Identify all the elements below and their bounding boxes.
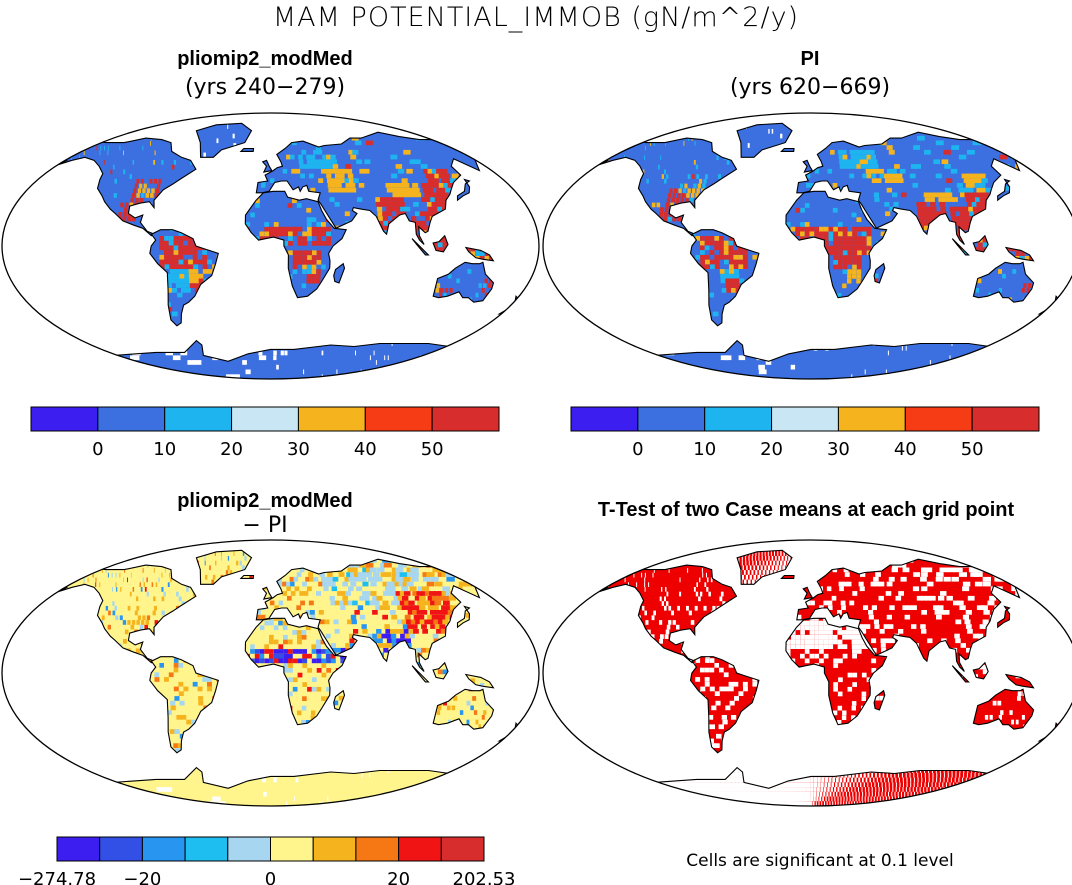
colorbar-tick-label: 10 [693,439,716,460]
colorbar-swatch [570,406,639,432]
colorbar-tick-label: −20 [123,869,161,885]
colorbar-swatch [56,836,101,862]
landmass-japan [457,606,470,628]
panel-subtitle-bottom-left: − PI [242,513,288,538]
colorbar-swatch [771,406,839,432]
colorbar-swatch [30,406,99,432]
colorbar-tick-label: 30 [827,439,850,460]
landmass-gbritain [803,160,813,173]
colorbar-swatch [971,406,1040,432]
landmass-iceland [781,575,794,579]
panel-subtitle-top-right: (yrs 620−669) [729,75,891,100]
panel-title-bottom-left: pliomip2_modMed [177,490,353,512]
colorbar-tick-label: 0 [632,439,643,460]
colorbar-swatch [431,406,500,432]
colorbar-bottom-left: −274.78 −20 0 20 202.53 [18,836,516,885]
colorbar-tick-label: 40 [354,439,377,460]
map-bottom-right [542,539,1072,807]
colorbar-swatch [227,836,272,862]
colorbar-swatch [184,836,229,862]
colorbar-tick-label: 0 [265,869,276,885]
colorbar-swatch [440,836,485,862]
colorbar-swatch [904,406,973,432]
colorbar-swatch [837,406,906,432]
colorbar-swatch [141,836,186,862]
colorbar-swatch [704,406,773,432]
map-frame [542,112,1072,380]
colorbar-swatch [164,406,233,432]
panel-title-top-right: PI [800,48,820,70]
landmass-newguinea [465,674,494,688]
colorbar-swatch [355,836,400,862]
colorbar-top-right: 0 10 20 30 40 50 [570,406,1040,460]
colorbar-tick-label: −274.78 [18,869,96,885]
colorbar-tick-label: 30 [287,439,310,460]
map-frame [1,112,540,380]
colorbar-tick-label: 20 [760,439,783,460]
colorbar-swatch [99,836,143,862]
colorbar-swatch [312,836,357,862]
colorbar-tick-label: 10 [153,439,176,460]
map-bottom-left [1,539,540,807]
colorbar-swatch [398,836,442,862]
landmass-madagascar [333,263,345,283]
colorbar-swatch [364,406,433,432]
map-frame [542,539,1072,807]
colorbar-tick-label: 40 [894,439,917,460]
colorbar-swatch [270,836,314,862]
figure-title: MAM POTENTIAL_IMMOB (gN/m^2/y) [272,2,800,33]
colorbar-swatch [97,406,166,432]
landmass-iceland [781,148,794,152]
significance-note: Cells are significant at 0.1 level [686,851,954,871]
colorbar-tick-label: 50 [961,439,984,460]
map-top-right [542,112,1072,380]
colorbar-tick-label: 20 [387,869,410,885]
colorbar-tick-label: 50 [421,439,444,460]
colorbar-tick-label: 202.53 [453,869,516,885]
map-top-left [1,112,540,380]
colorbar-swatch [637,406,706,432]
colorbar-swatch [297,406,366,432]
landmass-iceland [240,148,254,152]
landmass-gbritain [803,587,813,600]
landmass-gbritain [262,160,272,173]
panel-title-top-left: pliomip2_modMed [177,48,353,70]
panel-title-bottom-right: T-Test of two Case means at each grid po… [597,499,1015,521]
map-frame [1,539,540,807]
panel-subtitle-top-left: (yrs 240−279) [184,75,346,100]
colorbar-tick-label: 20 [220,439,243,460]
colorbar-tick-label: 0 [92,439,103,460]
colorbar-swatch [231,406,299,432]
colorbar-top-left: 0 10 20 30 40 50 [30,406,500,460]
